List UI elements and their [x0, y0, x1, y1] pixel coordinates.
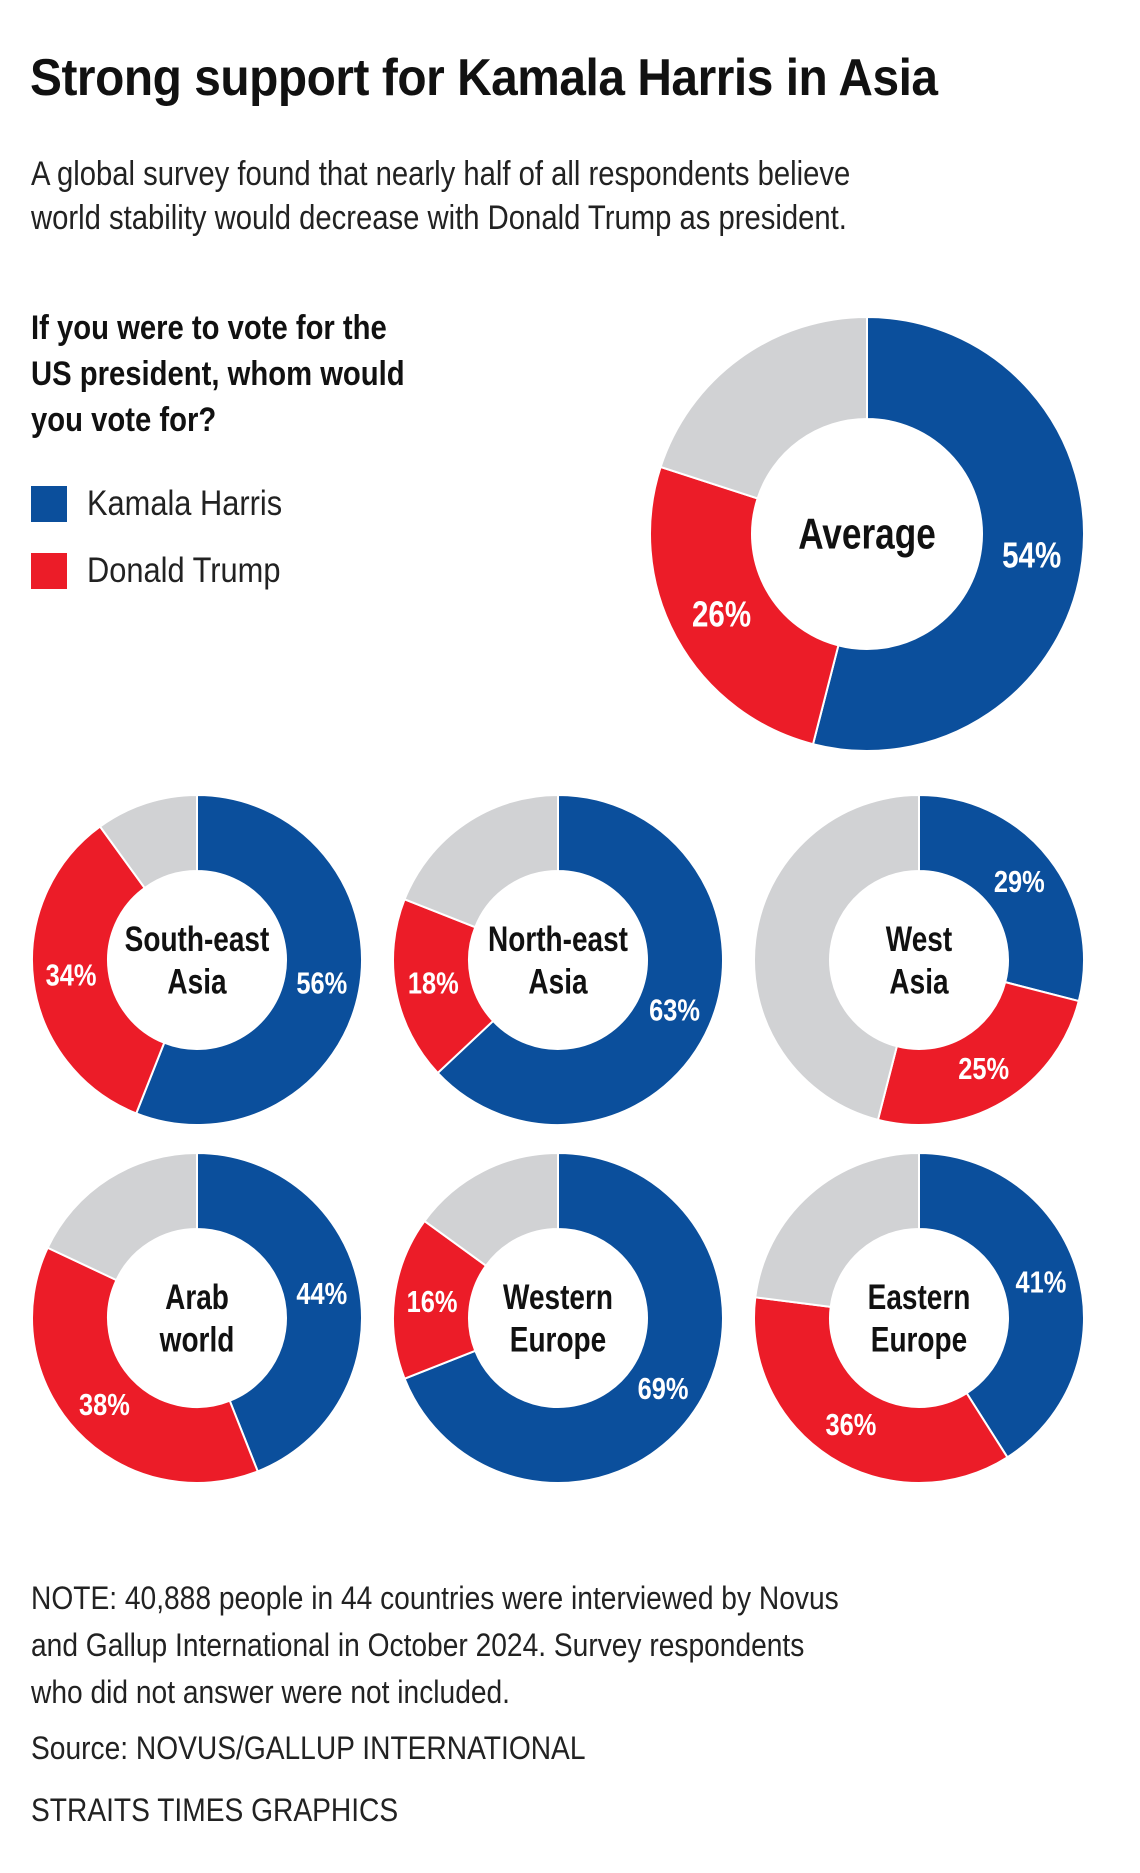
legend-swatch-harris — [31, 486, 67, 522]
chart-title: Strong support for Kamala Harris in Asia — [30, 49, 938, 107]
note-line: NOTE: 40,888 people in 44 countries were… — [31, 1580, 839, 1616]
note-line: who did not answer were not included. — [31, 1674, 511, 1710]
donut-average: 54% 26% Average — [649, 315, 1085, 752]
eastern-europe-center-label: Eastern — [868, 1277, 971, 1317]
footer-credit: STRAITS TIMES GRAPHICS — [31, 1792, 399, 1828]
west-asia-label-harris: 29% — [994, 865, 1045, 900]
north-east-asia-center-label: Asia — [528, 961, 587, 1001]
legend: Kamala Harris Donald Trump — [31, 484, 309, 620]
chart-subtitle: A global survey found that nearly half o… — [31, 152, 850, 240]
question-line: If you were to vote for the — [31, 309, 387, 347]
eastern-europe-label-harris: 41% — [1016, 1265, 1067, 1300]
west-asia-center-label: Asia — [889, 961, 948, 1001]
legend-swatch-trump — [31, 553, 67, 589]
western-europe-center-label: Europe — [510, 1319, 606, 1359]
arab-world-label-trump: 38% — [79, 1387, 130, 1422]
west-asia-label-trump: 25% — [958, 1052, 1009, 1087]
arab-world-label-harris: 44% — [296, 1277, 347, 1312]
arab-world-slice-other — [46, 1151, 198, 1282]
western-europe-slice-other — [423, 1151, 559, 1268]
south-east-asia-slice-other — [98, 793, 198, 890]
average-slice-other — [659, 315, 868, 500]
eastern-europe-center-label: Europe — [871, 1319, 967, 1359]
average-slice-trump — [649, 465, 840, 746]
south-east-asia-center-label: Asia — [167, 961, 226, 1001]
west-asia-slice-other — [753, 793, 920, 1122]
north-east-asia-label-harris: 63% — [649, 993, 700, 1028]
eastern-europe-label-trump: 36% — [826, 1408, 877, 1443]
subtitle-line: world stability would decrease with Dona… — [31, 199, 847, 237]
note-line: and Gallup International in October 2024… — [31, 1627, 805, 1663]
arab-world-center-label: Arab — [165, 1277, 229, 1317]
west-asia-center-label: West — [886, 919, 953, 959]
west-asia-slice-trump — [876, 980, 1081, 1127]
question-line: US president, whom would — [31, 355, 405, 393]
average-slice-harris — [811, 315, 1085, 752]
arab-world-slice-harris — [196, 1151, 363, 1473]
west-asia-slice-harris — [918, 793, 1086, 1003]
arab-world-center-label: world — [159, 1319, 235, 1359]
legend-label-harris: Kamala Harris — [87, 484, 283, 523]
south-east-asia-slice-trump — [31, 825, 166, 1115]
western-europe-label-trump: 16% — [407, 1285, 458, 1320]
arab-world-slice-trump — [31, 1246, 260, 1484]
average-label-harris: 54% — [1002, 535, 1061, 575]
south-east-asia-center-label: South-east — [125, 919, 270, 959]
average-center-label: Average — [798, 510, 936, 559]
subtitle-line: A global survey found that nearly half o… — [31, 155, 851, 193]
south-east-asia-label-trump: 34% — [46, 958, 97, 993]
north-east-asia-slice-harris — [436, 793, 724, 1126]
eastern-europe-slice-other — [754, 1151, 920, 1308]
south-east-asia-slice-harris — [134, 793, 363, 1126]
eastern-europe-slice-harris — [918, 1151, 1085, 1459]
average-label-trump: 26% — [692, 594, 751, 634]
north-east-asia-label-trump: 18% — [408, 966, 459, 1001]
legend-item-harris: Kamala Harris — [31, 484, 309, 523]
south-east-asia-label-harris: 56% — [296, 966, 347, 1001]
north-east-asia-slice-trump — [392, 897, 495, 1075]
north-east-asia-center-label: North-east — [488, 919, 628, 959]
footer-note: NOTE: 40,888 people in 44 countries were… — [31, 1575, 839, 1716]
legend-label-trump: Donald Trump — [87, 551, 281, 590]
eastern-europe-slice-trump — [753, 1296, 1009, 1484]
western-europe-center-label: Western — [503, 1277, 613, 1317]
footer-source: Source: NOVUS/GALLUP INTERNATIONAL — [31, 1730, 586, 1766]
survey-question: If you were to vote for the US president… — [31, 305, 405, 443]
western-europe-label-harris: 69% — [638, 1372, 689, 1407]
question-line: you vote for? — [31, 401, 217, 439]
western-europe-slice-harris — [403, 1151, 724, 1484]
north-east-asia-slice-other — [403, 793, 559, 929]
legend-item-trump: Donald Trump — [31, 551, 309, 590]
